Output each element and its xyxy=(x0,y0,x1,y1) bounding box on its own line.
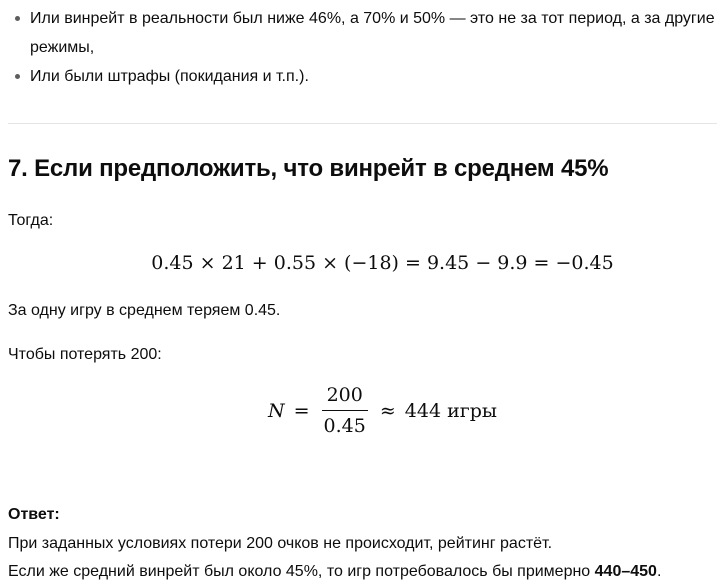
list-item-text: Или винрейт в реальности был ниже 46%, а… xyxy=(30,10,715,56)
list-item-text: Или были штрафы (покидания и т.п.). xyxy=(30,68,309,85)
formula-equals-sign: = xyxy=(293,399,310,422)
list-item: Или винрейт в реальности был ниже 46%, а… xyxy=(8,4,717,62)
math-formula-games-needed: N = 200 0.45 ≈ 444 игры xyxy=(8,383,717,438)
formula-variable-n: N xyxy=(268,399,285,422)
answer-line-2-suffix: . xyxy=(656,563,662,580)
paragraph-then: Тогда: xyxy=(8,212,54,229)
section-heading: 7. Если предположить, что винрейт в сред… xyxy=(8,155,609,182)
answer-line-2-bold-range: 440–450 xyxy=(594,563,657,580)
formula-result: 444 игры xyxy=(404,399,497,422)
fraction-numerator: 200 xyxy=(321,383,368,411)
formula-fraction: 200 0.45 xyxy=(319,383,371,438)
document-content: Или винрейт в реальности был ниже 46%, а… xyxy=(0,4,725,587)
section-divider xyxy=(8,123,717,124)
answer-line-1: При заданных условиях потери 200 очков н… xyxy=(8,534,553,552)
formula-approx-sign: ≈ xyxy=(379,399,396,422)
paragraph-loss-per-game: За одну игру в среднем теряем 0.45. xyxy=(8,302,281,319)
answer-line-2-prefix: Если же средний винрейт был около 45%, т… xyxy=(8,563,595,580)
fraction-denominator: 0.45 xyxy=(323,415,366,437)
answer-label: Ответ: xyxy=(8,506,60,523)
math-formula-expected-value: 0.45 × 21 + 0.55 × (−18) = 9.45 − 9.9 = … xyxy=(8,251,717,275)
formula-text: 0.45 × 21 + 0.55 × (−18) = 9.45 − 9.9 = … xyxy=(151,252,614,274)
paragraph-to-lose-200: Чтобы потерять 200: xyxy=(8,346,162,363)
page: { "colors": { "background": "#ffffff", "… xyxy=(0,4,725,586)
answer-paragraph: Ответ: При заданных условиях потери 200 … xyxy=(8,501,717,587)
list-item: Или были штрафы (покидания и т.п.). xyxy=(8,62,717,91)
bullet-list: Или винрейт в реальности был ниже 46%, а… xyxy=(8,4,717,91)
